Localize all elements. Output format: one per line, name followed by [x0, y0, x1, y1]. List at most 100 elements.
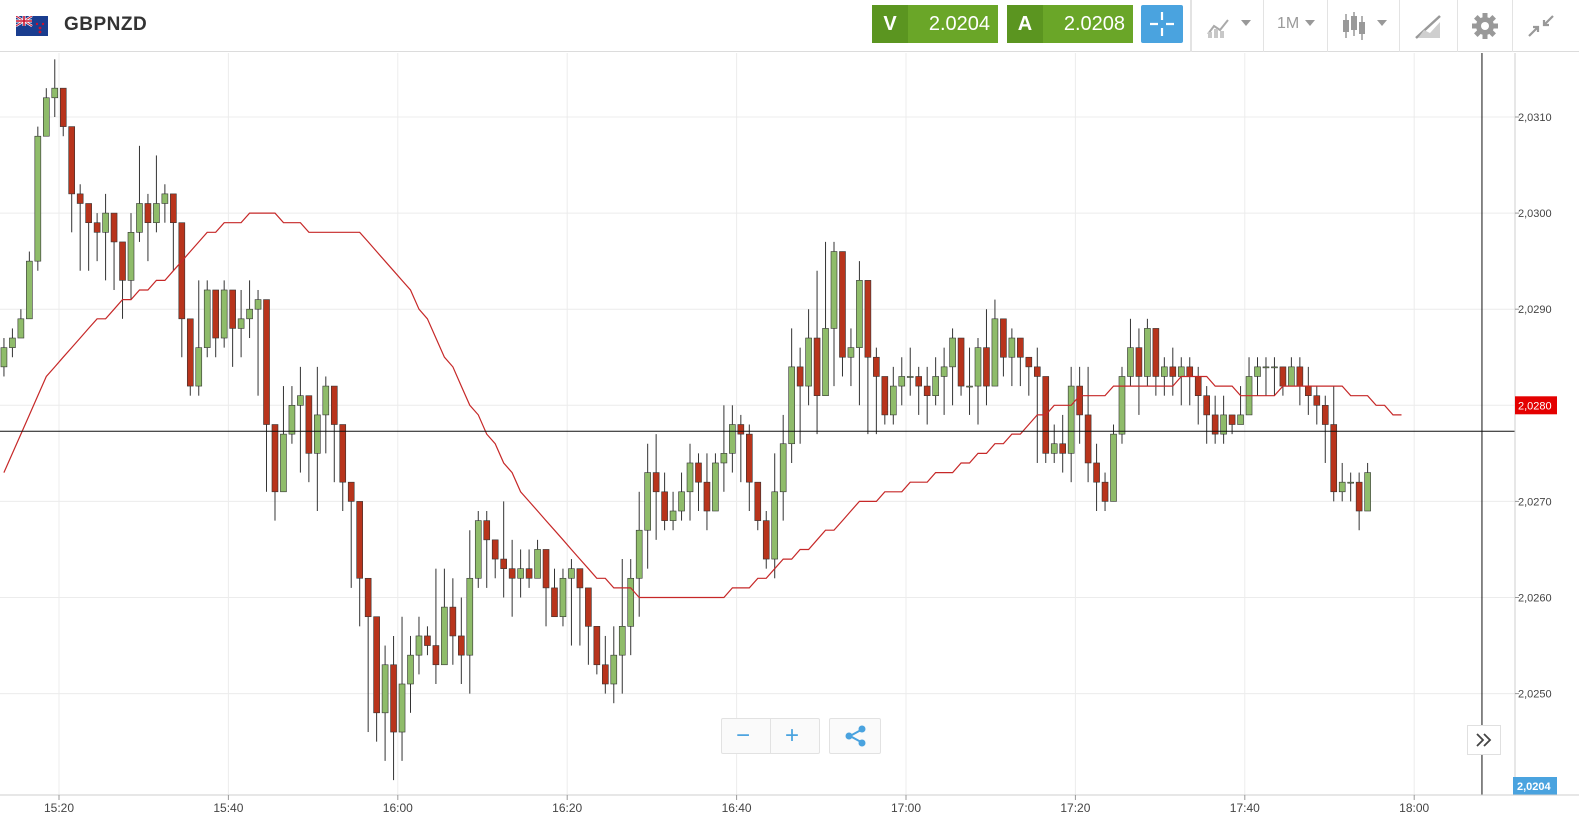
candle-up	[568, 568, 575, 579]
candle-down	[1000, 318, 1007, 358]
candle-up	[1110, 433, 1117, 502]
zoom-out-button[interactable]: −	[736, 722, 751, 749]
zoom-in-button[interactable]: +	[785, 722, 800, 749]
candle-up	[805, 337, 812, 387]
candle-down	[1305, 385, 1312, 396]
candle-up	[940, 366, 948, 377]
candle-down	[1355, 481, 1363, 512]
price-tick-label: 2,0310	[1518, 112, 1552, 124]
candle-up	[779, 443, 787, 493]
price-tick-label: 2,0300	[1518, 208, 1552, 220]
candle-down	[93, 222, 101, 233]
candles	[0, 59, 1371, 781]
candle-down	[746, 433, 753, 483]
candle-up	[610, 654, 618, 685]
candle-up	[1271, 366, 1278, 369]
candle-up	[534, 549, 541, 579]
candle-up	[153, 203, 160, 224]
sell-button[interactable]: V 2.0204	[872, 5, 998, 43]
candle-up	[407, 654, 414, 685]
indicators-button[interactable]	[1191, 0, 1263, 52]
candle-up	[17, 318, 25, 339]
timeframe-dropdown[interactable]: 1M	[1263, 0, 1327, 52]
settings-button[interactable]	[1457, 0, 1512, 52]
candle-up	[9, 337, 16, 348]
candle-down	[593, 626, 601, 666]
gear-icon	[1472, 13, 1498, 39]
candle-up	[0, 347, 8, 368]
candle-down	[1135, 347, 1143, 377]
candle-up	[712, 462, 719, 512]
collapse-button[interactable]	[1512, 0, 1568, 52]
instrument-symbol: GBPNZD	[64, 14, 148, 35]
candle-up	[932, 376, 939, 396]
share-button[interactable]	[829, 718, 881, 754]
time-tick-label: 16:40	[722, 801, 752, 815]
candle-down	[762, 520, 770, 560]
time-tick-label: 17:00	[891, 801, 921, 815]
crosshair-icon	[1150, 12, 1174, 36]
candle-down	[263, 299, 270, 425]
time-tick-label: 15:20	[44, 801, 74, 815]
candle-down	[186, 318, 194, 387]
candle-down	[695, 462, 702, 483]
timeframe-label: 1M	[1277, 15, 1300, 32]
candle-down	[602, 664, 609, 685]
candle-down	[424, 635, 431, 646]
candle-up	[889, 385, 897, 416]
candle-down	[873, 356, 880, 377]
candle-down	[144, 203, 152, 224]
price-chart[interactable]: 2,0310 2,0300 2,0290 2,0270 2,0260 2,0250 2,02…	[0, 53, 1579, 833]
candle-up	[669, 510, 677, 521]
candle-down	[110, 212, 118, 243]
candle-up	[381, 664, 389, 714]
crosshair	[0, 53, 1515, 795]
candle-down	[212, 289, 219, 339]
candle-down	[432, 645, 440, 666]
zoom-divider	[770, 719, 771, 753]
candle-down	[85, 203, 92, 224]
ma-value-badge	[1515, 396, 1557, 415]
candle-down	[737, 424, 745, 435]
uk-nz-flag-icon	[16, 16, 48, 36]
candle-up	[474, 520, 482, 579]
candle-up	[220, 289, 228, 339]
double-chevron-right-icon	[1476, 733, 1492, 747]
candlestick-chart-icon	[1343, 12, 1387, 40]
candle-down	[1169, 366, 1177, 377]
candle-down	[1084, 414, 1092, 464]
candle-down	[491, 539, 499, 560]
time-tick-label: 15:40	[213, 801, 243, 815]
candle-down	[1203, 395, 1210, 416]
drawing-tools-button[interactable]	[1399, 0, 1457, 52]
candle-down	[754, 481, 762, 521]
candle-down	[525, 568, 533, 579]
candle-up	[627, 577, 635, 627]
sell-price: 2.0204	[928, 13, 990, 35]
buy-button[interactable]: A 2.0208	[1007, 5, 1133, 43]
candle-down	[1017, 337, 1024, 358]
chart-type-button[interactable]	[1327, 0, 1399, 52]
candle-down	[652, 472, 660, 493]
scroll-to-latest-button[interactable]	[1467, 725, 1501, 755]
price-tick-label: 2,0270	[1518, 496, 1552, 508]
candle-up	[618, 626, 626, 656]
crosshair-button[interactable]	[1141, 5, 1183, 43]
candle-up	[1050, 443, 1058, 454]
candle-down	[542, 549, 550, 589]
candle-down	[1093, 462, 1100, 483]
candle-down	[703, 481, 711, 512]
candle-down	[483, 520, 491, 541]
candle-down	[1076, 385, 1083, 416]
candle-down	[229, 289, 236, 329]
candle-up	[1177, 366, 1185, 377]
candle-up	[1288, 366, 1295, 387]
candle-down	[661, 491, 668, 521]
candle-up	[136, 203, 143, 233]
price-tick-label: 2,0290	[1518, 304, 1552, 316]
candle-up	[1262, 366, 1270, 369]
candle-up	[1161, 366, 1168, 377]
candle-down	[796, 366, 804, 387]
candle-up	[966, 385, 973, 388]
candle-up	[1347, 481, 1354, 484]
